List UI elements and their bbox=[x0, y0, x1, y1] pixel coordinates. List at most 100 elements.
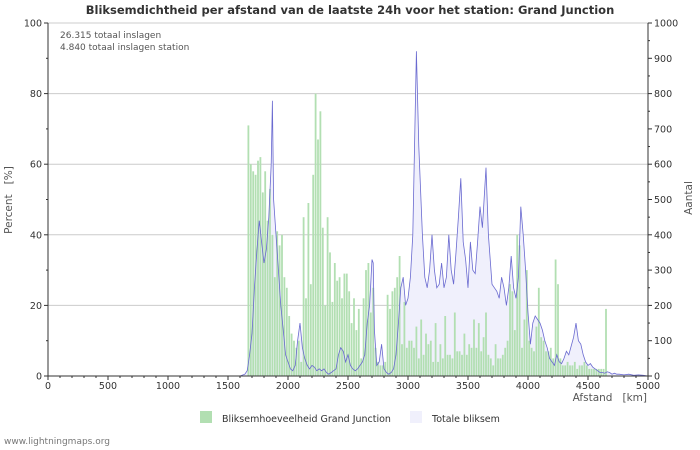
density-bar bbox=[300, 361, 303, 376]
density-bar bbox=[391, 291, 394, 376]
density-bar bbox=[470, 347, 473, 376]
density-bar bbox=[444, 316, 447, 376]
density-bar bbox=[338, 277, 341, 376]
density-bar bbox=[413, 347, 415, 376]
density-bar bbox=[307, 203, 310, 376]
density-bar bbox=[377, 361, 379, 376]
density-bar bbox=[283, 277, 286, 376]
density-bar bbox=[540, 337, 543, 376]
density-bar bbox=[489, 358, 492, 376]
density-bar bbox=[441, 358, 444, 376]
density-bar bbox=[461, 354, 463, 376]
density-bar bbox=[264, 171, 267, 376]
density-bar bbox=[281, 234, 283, 376]
y-right-tick-label: 400 bbox=[654, 230, 672, 241]
density-bar bbox=[449, 354, 451, 376]
total-strikes-annotation: 26.315 totaal inslagen bbox=[60, 31, 161, 41]
density-bar bbox=[513, 330, 516, 376]
density-bar bbox=[482, 337, 485, 376]
density-bar bbox=[593, 368, 595, 376]
density-bar bbox=[266, 220, 269, 376]
density-bar bbox=[453, 312, 456, 376]
density-bar bbox=[257, 160, 259, 376]
density-bar bbox=[350, 323, 353, 376]
density-bar bbox=[288, 316, 291, 376]
density-bar bbox=[271, 234, 274, 376]
y-left-tick-label: 60 bbox=[30, 160, 42, 171]
density-bar bbox=[336, 280, 339, 376]
density-bar bbox=[590, 368, 593, 376]
density-bar bbox=[605, 308, 607, 376]
density-bar bbox=[429, 340, 432, 376]
density-bar bbox=[379, 365, 382, 376]
density-bar bbox=[564, 365, 567, 376]
x-tick-label: 2500 bbox=[336, 381, 360, 392]
density-bar bbox=[285, 287, 288, 377]
y-axis-right-label: Aantal bbox=[683, 181, 695, 215]
density-bar bbox=[573, 361, 576, 376]
y-right-tick-label: 800 bbox=[654, 89, 672, 100]
density-bar bbox=[578, 365, 581, 376]
density-bar bbox=[341, 298, 343, 376]
density-bar bbox=[557, 284, 559, 376]
density-bar bbox=[384, 361, 387, 376]
density-bar bbox=[259, 157, 262, 376]
y-right-tick-label: 900 bbox=[654, 54, 672, 65]
x-axis-label: Afstand [km] bbox=[573, 392, 647, 404]
tick-labels: 0 500 1000 1500 2000 2500 3000 3500 4000 4500 5000… bbox=[24, 19, 678, 393]
x-tick-label: 0 bbox=[45, 381, 51, 392]
density-bar bbox=[381, 365, 384, 376]
density-bar bbox=[314, 93, 317, 376]
density-bar bbox=[477, 323, 480, 376]
density-bar bbox=[446, 354, 449, 376]
density-bar bbox=[480, 351, 483, 376]
density-bar bbox=[393, 287, 396, 377]
density-bar bbox=[333, 263, 336, 376]
density-bar bbox=[473, 319, 475, 376]
density-bar bbox=[278, 245, 281, 376]
density-bar bbox=[554, 259, 557, 376]
total-lightning-area-fill bbox=[240, 51, 648, 376]
density-bar bbox=[571, 365, 574, 376]
y-left-tick-label: 0 bbox=[36, 372, 42, 383]
density-bar bbox=[295, 347, 298, 376]
y-left-tick-label: 80 bbox=[30, 89, 42, 100]
density-bar bbox=[434, 323, 437, 376]
density-bar bbox=[415, 326, 418, 376]
y-right-tick-label: 1000 bbox=[654, 19, 678, 30]
density-bar bbox=[439, 344, 442, 376]
density-bar bbox=[309, 284, 312, 376]
density-bar bbox=[247, 125, 250, 377]
legend-area-swatch bbox=[410, 411, 422, 423]
density-bar bbox=[552, 358, 555, 376]
density-bar bbox=[319, 111, 322, 377]
density-bar bbox=[362, 298, 365, 376]
density-bar bbox=[497, 358, 499, 376]
density-bar bbox=[475, 347, 478, 376]
x-tick-label: 1000 bbox=[156, 381, 180, 392]
density-bar bbox=[290, 333, 293, 376]
density-bar bbox=[276, 231, 279, 376]
density-bar bbox=[321, 227, 324, 376]
density-bar bbox=[547, 351, 550, 376]
density-bar bbox=[249, 164, 252, 376]
y-right-tick-label: 0 bbox=[654, 372, 660, 383]
density-bar bbox=[302, 217, 305, 376]
x-tick-label: 5000 bbox=[636, 381, 660, 392]
x-tick-label: 4000 bbox=[516, 381, 540, 392]
density-bar bbox=[374, 347, 377, 376]
density-bar bbox=[396, 277, 399, 376]
total-lightning-line bbox=[239, 51, 649, 377]
density-bar bbox=[561, 365, 564, 376]
x-tick-label: 3000 bbox=[396, 381, 420, 392]
y-right-tick-label: 100 bbox=[654, 336, 672, 347]
legend-area-label: Totale bliksem bbox=[431, 414, 500, 425]
density-bar bbox=[305, 298, 307, 376]
density-bar bbox=[410, 340, 413, 376]
density-bar bbox=[365, 270, 367, 376]
y-right-tick-label: 600 bbox=[654, 160, 672, 171]
density-bar bbox=[509, 284, 511, 376]
density-bar bbox=[317, 139, 319, 376]
density-bar bbox=[312, 174, 315, 376]
density-bar bbox=[389, 308, 391, 376]
